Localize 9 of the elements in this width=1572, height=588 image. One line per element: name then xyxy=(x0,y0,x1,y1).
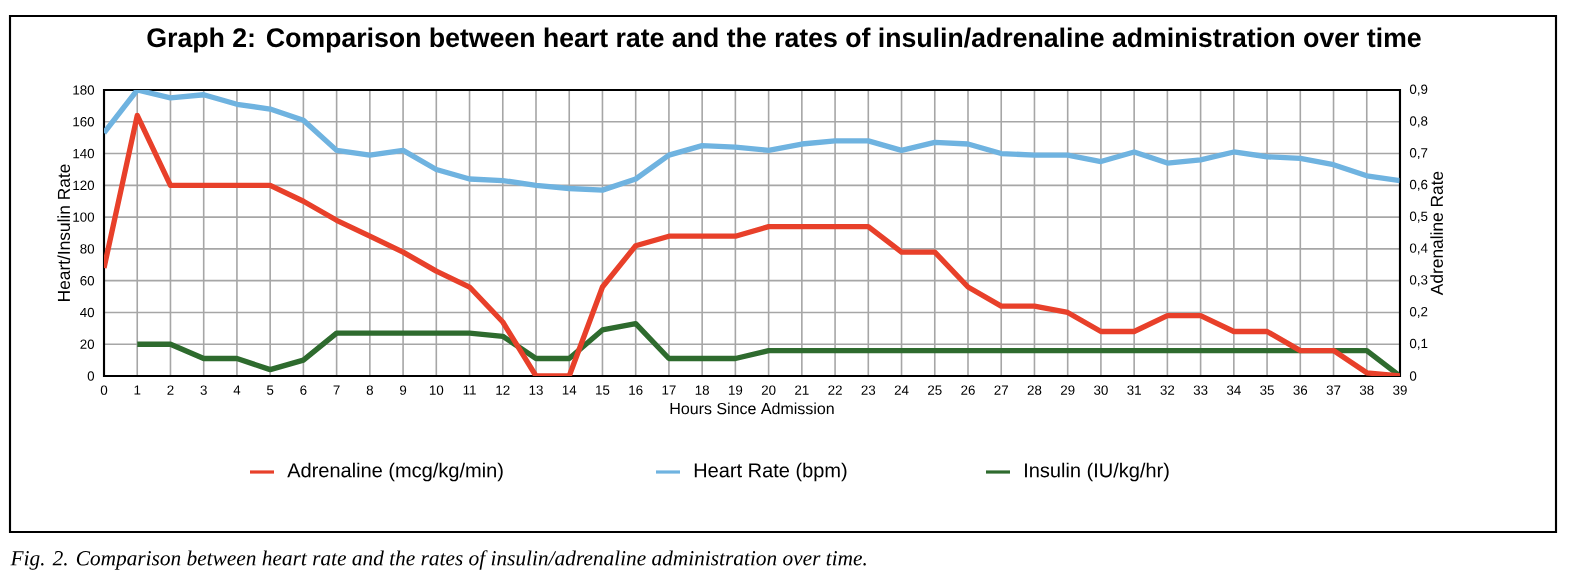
legend-label: Insulin (IU/kg/hr) xyxy=(1025,462,1169,482)
legend-label: Adrenaline (mcg/kg/min) xyxy=(287,462,503,482)
x-axis-title: Hours Since Admission xyxy=(670,402,834,415)
line-series xyxy=(104,90,1400,193)
caption: Fig. 2. Comparison between heart rate and the rates of insulin/adrenaline administration over time. xyxy=(10,550,866,570)
y-axis-title: Heart/Insulin Rate xyxy=(57,164,71,301)
chart-title: Graph 2: Comparison between heart rate and the rates of insulin/adrenaline administration over time xyxy=(147,27,1421,53)
legend-label: Heart Rate (bpm) xyxy=(694,462,847,482)
y2-axis-title: Adrenaline Rate xyxy=(1430,171,1443,296)
